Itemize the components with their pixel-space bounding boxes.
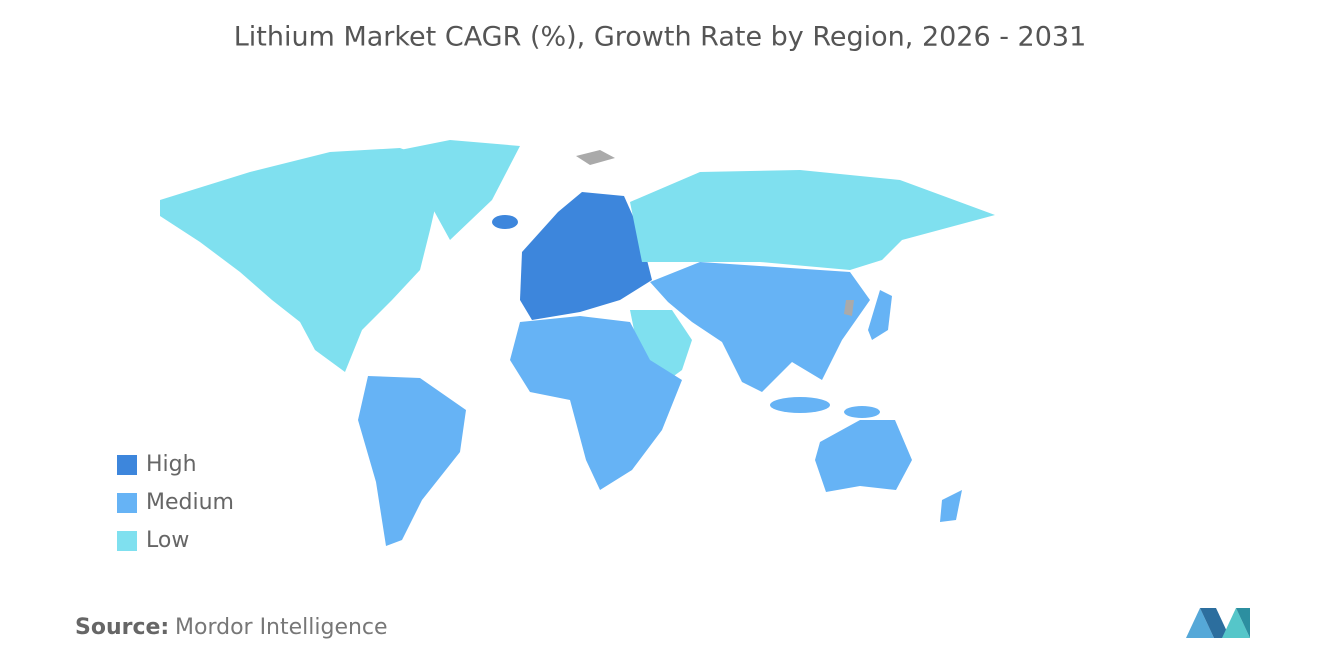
iceland	[492, 215, 518, 229]
legend-swatch	[117, 531, 137, 551]
logo	[1186, 608, 1250, 638]
legend-label: High	[146, 452, 197, 477]
south-america	[358, 376, 466, 546]
asia	[650, 262, 870, 392]
indonesia	[770, 397, 830, 413]
legend-swatch	[117, 455, 137, 475]
world-map	[160, 140, 995, 546]
japan	[868, 290, 892, 340]
korea	[844, 300, 854, 316]
legend-swatch	[117, 493, 137, 513]
new-guinea	[844, 406, 880, 418]
title: Lithium Market CAGR (%), Growth Rate by …	[234, 22, 1087, 53]
greenland	[400, 140, 520, 240]
legend: High Medium Low	[117, 452, 234, 553]
russia	[630, 170, 995, 270]
source-label: Source:	[75, 615, 169, 640]
africa	[510, 316, 682, 490]
svalbard	[576, 150, 615, 165]
legend-label: Low	[146, 528, 189, 553]
source-text: Mordor Intelligence	[175, 615, 388, 640]
new-zealand	[940, 490, 962, 522]
australia	[815, 420, 912, 492]
europe	[520, 192, 652, 320]
north-america	[160, 148, 445, 372]
legend-label: Medium	[146, 490, 234, 515]
